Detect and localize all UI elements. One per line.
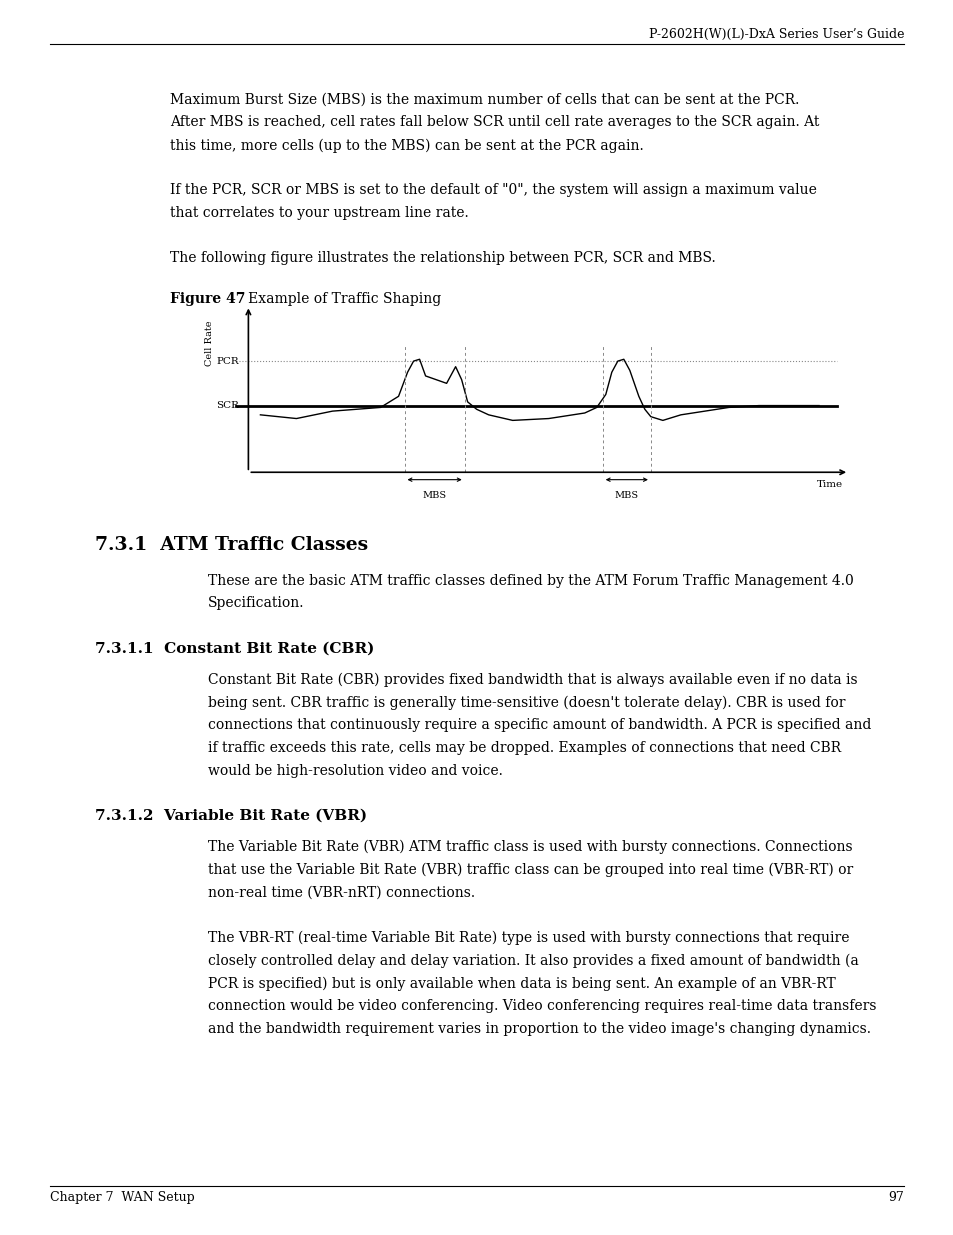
Text: Maximum Burst Size (MBS) is the maximum number of cells that can be sent at the : Maximum Burst Size (MBS) is the maximum …	[170, 93, 799, 106]
Text: After MBS is reached, cell rates fall below SCR until cell rate averages to the : After MBS is reached, cell rates fall be…	[170, 115, 819, 130]
Text: connection would be video conferencing. Video conferencing requires real-time da: connection would be video conferencing. …	[208, 999, 876, 1013]
Text: non-real time (VBR-nRT) connections.: non-real time (VBR-nRT) connections.	[208, 885, 475, 899]
Text: Time: Time	[816, 479, 842, 489]
Text: that correlates to your upstream line rate.: that correlates to your upstream line ra…	[170, 206, 468, 220]
Text: If the PCR, SCR or MBS is set to the default of "0", the system will assign a ma: If the PCR, SCR or MBS is set to the def…	[170, 183, 816, 198]
Text: Constant Bit Rate (CBR) provides fixed bandwidth that is always available even i: Constant Bit Rate (CBR) provides fixed b…	[208, 672, 857, 687]
Text: The Variable Bit Rate (VBR) ATM traffic class is used with bursty connections. C: The Variable Bit Rate (VBR) ATM traffic …	[208, 840, 852, 855]
Text: SCR: SCR	[216, 401, 239, 410]
Text: P-2602H(W)(L)-DxA Series User’s Guide: P-2602H(W)(L)-DxA Series User’s Guide	[648, 28, 903, 41]
Text: 7.3.1.2  Variable Bit Rate (VBR): 7.3.1.2 Variable Bit Rate (VBR)	[95, 809, 367, 823]
Text: 7.3.1.1  Constant Bit Rate (CBR): 7.3.1.1 Constant Bit Rate (CBR)	[95, 641, 375, 656]
Text: Cell Rate: Cell Rate	[205, 320, 213, 366]
Text: The following figure illustrates the relationship between PCR, SCR and MBS.: The following figure illustrates the rel…	[170, 251, 715, 266]
Text: closely controlled delay and delay variation. It also provides a fixed amount of: closely controlled delay and delay varia…	[208, 953, 858, 968]
Text: would be high-resolution video and voice.: would be high-resolution video and voice…	[208, 763, 502, 778]
Text: These are the basic ATM traffic classes defined by the ATM Forum Traffic Managem: These are the basic ATM traffic classes …	[208, 573, 853, 588]
Text: if traffic exceeds this rate, cells may be dropped. Examples of connections that: if traffic exceeds this rate, cells may …	[208, 741, 841, 755]
Text: The VBR-RT (real-time Variable Bit Rate) type is used with bursty connections th: The VBR-RT (real-time Variable Bit Rate)…	[208, 930, 848, 945]
Text: Chapter 7  WAN Setup: Chapter 7 WAN Setup	[50, 1192, 194, 1204]
Text: PCR is specified) but is only available when data is being sent. An example of a: PCR is specified) but is only available …	[208, 976, 835, 990]
Text: Figure 47: Figure 47	[170, 291, 245, 306]
Text: that use the Variable Bit Rate (VBR) traffic class can be grouped into real time: that use the Variable Bit Rate (VBR) tra…	[208, 862, 852, 877]
Text: and the bandwidth requirement varies in proportion to the video image's changing: and the bandwidth requirement varies in …	[208, 1021, 870, 1036]
Text: PCR: PCR	[216, 357, 239, 366]
Text: Example of Traffic Shaping: Example of Traffic Shaping	[234, 291, 440, 306]
Text: this time, more cells (up to the MBS) can be sent at the PCR again.: this time, more cells (up to the MBS) ca…	[170, 138, 643, 153]
Text: being sent. CBR traffic is generally time-sensitive (doesn't tolerate delay). CB: being sent. CBR traffic is generally tim…	[208, 695, 844, 710]
Text: connections that continuously require a specific amount of bandwidth. A PCR is s: connections that continuously require a …	[208, 718, 870, 732]
Text: Specification.: Specification.	[208, 597, 304, 610]
Text: 97: 97	[887, 1192, 903, 1204]
Text: MBS: MBS	[422, 490, 446, 500]
Text: MBS: MBS	[614, 490, 639, 500]
Text: 7.3.1  ATM Traffic Classes: 7.3.1 ATM Traffic Classes	[95, 536, 368, 555]
